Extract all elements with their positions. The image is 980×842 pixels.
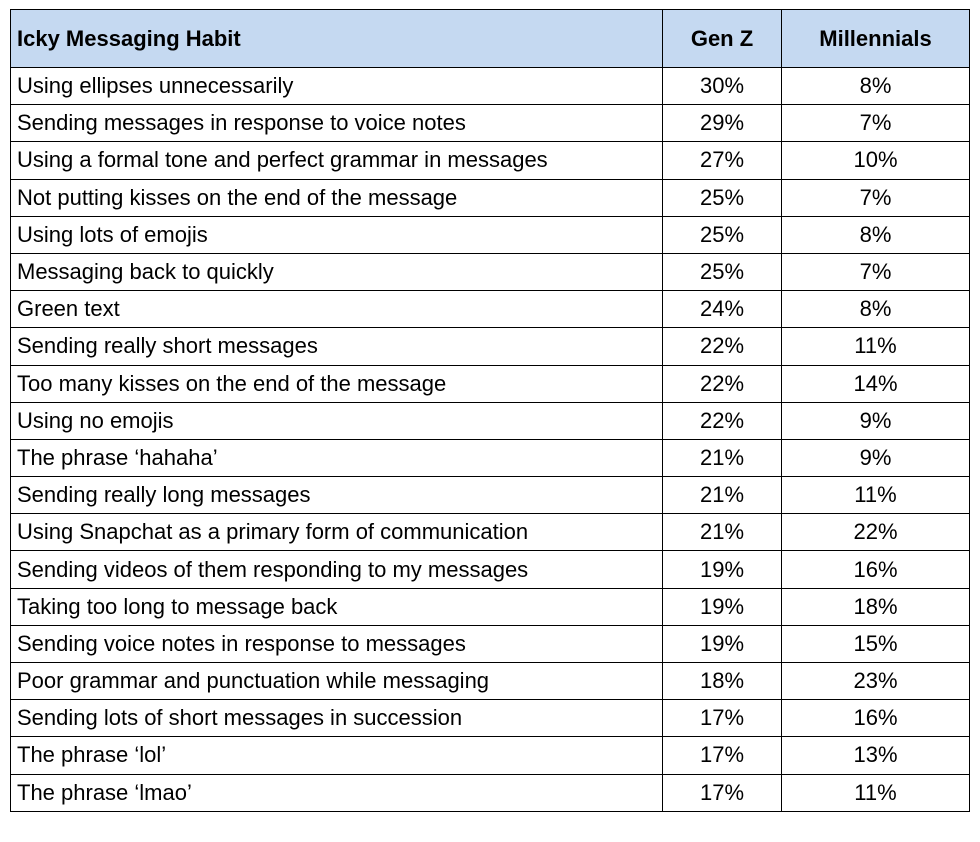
millennials-cell: 7% [781,104,970,143]
habit-cell: The phrase ‘lol’ [10,736,663,775]
habit-cell: Sending really short messages [10,327,663,366]
table-row: Not putting kisses on the end of the mes… [10,178,970,217]
column-header-millennials: Millennials [781,9,970,68]
habit-cell: Taking too long to message back [10,587,663,626]
millennials-cell: 7% [781,178,970,217]
millennials-cell: 16% [781,699,970,738]
table-header: Icky Messaging Habit Gen Z Millennials [10,9,970,68]
table-row: The phrase ‘lmao’ 17% 11% [10,773,970,812]
table-row: The phrase ‘hahaha’ 21% 9% [10,438,970,478]
gen-z-cell: 19% [662,587,782,626]
table-row: Sending voice notes in response to messa… [10,624,970,664]
gen-z-cell: 22% [662,364,782,403]
millennials-cell: 22% [781,513,970,552]
habit-cell: The phrase ‘lmao’ [10,773,663,812]
table-row: Sending really short messages 22% 11% [10,327,970,366]
habits-table: Icky Messaging Habit Gen Z Millennials U… [10,9,970,812]
column-header-habit: Icky Messaging Habit [10,9,663,68]
habit-cell: The phrase ‘hahaha’ [10,438,663,478]
habit-cell: Messaging back to quickly [10,252,663,292]
millennials-cell: 10% [781,141,970,180]
habit-cell: Sending messages in response to voice no… [10,104,663,143]
gen-z-cell: 17% [662,699,782,738]
table-row: Poor grammar and punctuation while messa… [10,661,970,701]
gen-z-cell: 21% [662,438,782,478]
habit-cell: Not putting kisses on the end of the mes… [10,178,663,217]
habit-cell: Green text [10,290,663,329]
millennials-cell: 11% [781,476,970,515]
table-body: Using ellipses unnecessarily 30% 8% Sending… [10,66,970,812]
millennials-cell: 16% [781,550,970,589]
gen-z-cell: 21% [662,476,782,515]
gen-z-cell: 22% [662,401,782,440]
table-row: Using Snapchat as a primary form of comm… [10,513,970,552]
habit-cell: Using no emojis [10,401,663,440]
gen-z-cell: 19% [662,624,782,664]
millennials-cell: 14% [781,364,970,403]
habit-cell: Sending voice notes in response to messa… [10,624,663,664]
gen-z-cell: 25% [662,252,782,292]
millennials-cell: 13% [781,736,970,775]
habit-cell: Sending lots of short messages in succes… [10,699,663,738]
gen-z-cell: 22% [662,327,782,366]
millennials-cell: 8% [781,66,970,106]
column-header-gen-z: Gen Z [662,9,782,68]
table-row: Using lots of emojis 25% 8% [10,215,970,254]
habit-cell: Sending videos of them responding to my … [10,550,663,589]
gen-z-cell: 18% [662,661,782,701]
gen-z-cell: 17% [662,773,782,812]
table-row: Sending videos of them responding to my … [10,550,970,589]
gen-z-cell: 25% [662,215,782,254]
table-row: Using no emojis 22% 9% [10,401,970,440]
gen-z-cell: 29% [662,104,782,143]
table-row: Using ellipses unnecessarily 30% 8% [10,66,970,106]
header-row: Icky Messaging Habit Gen Z Millennials [10,9,970,68]
millennials-cell: 18% [781,587,970,626]
habit-cell: Poor grammar and punctuation while messa… [10,661,663,701]
gen-z-cell: 21% [662,513,782,552]
table-row: Sending messages in response to voice no… [10,104,970,143]
millennials-cell: 8% [781,290,970,329]
table-row: Taking too long to message back 19% 18% [10,587,970,626]
table-row: Using a formal tone and perfect grammar … [10,141,970,180]
gen-z-cell: 17% [662,736,782,775]
millennials-cell: 9% [781,438,970,478]
table-row: Messaging back to quickly 25% 7% [10,252,970,292]
millennials-cell: 7% [781,252,970,292]
gen-z-cell: 25% [662,178,782,217]
table-row: Sending really long messages 21% 11% [10,476,970,515]
gen-z-cell: 30% [662,66,782,106]
table-row: Green text 24% 8% [10,290,970,329]
table-row: Too many kisses on the end of the messag… [10,364,970,403]
millennials-cell: 15% [781,624,970,664]
millennials-cell: 11% [781,773,970,812]
habit-cell: Too many kisses on the end of the messag… [10,364,663,403]
gen-z-cell: 19% [662,550,782,589]
gen-z-cell: 24% [662,290,782,329]
millennials-cell: 11% [781,327,970,366]
habit-cell: Using a formal tone and perfect grammar … [10,141,663,180]
habit-cell: Using ellipses unnecessarily [10,66,663,106]
millennials-cell: 23% [781,661,970,701]
table-row: The phrase ‘lol’ 17% 13% [10,736,970,775]
table-row: Sending lots of short messages in succes… [10,699,970,738]
habit-cell: Using lots of emojis [10,215,663,254]
millennials-cell: 9% [781,401,970,440]
habit-cell: Sending really long messages [10,476,663,515]
habit-cell: Using Snapchat as a primary form of comm… [10,513,663,552]
millennials-cell: 8% [781,215,970,254]
gen-z-cell: 27% [662,141,782,180]
